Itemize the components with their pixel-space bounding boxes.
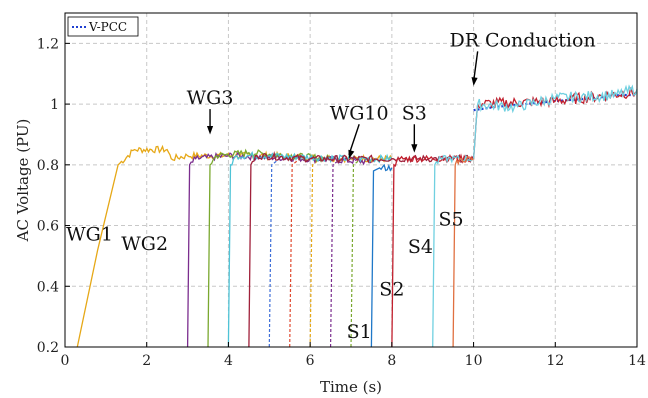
annotation-label: S2	[379, 278, 404, 300]
annotation: S2	[379, 278, 404, 300]
dashed-series-line	[329, 158, 342, 348]
annotation: WG3	[187, 87, 234, 135]
y-tick-label: 0.2	[37, 340, 59, 356]
legend-box	[67, 16, 139, 37]
x-tick-label: 10	[465, 353, 483, 369]
annotation-label: S5	[439, 209, 464, 231]
annotation: WG2	[121, 233, 168, 255]
legend: V-PCC	[67, 16, 139, 37]
y-tick-label: 1	[50, 97, 59, 113]
x-tick-label: 6	[306, 353, 315, 369]
arrow-head-icon	[206, 126, 214, 135]
y-axis-ticks: 0.2 0.4 0.6 0.8 1 1.2	[37, 36, 70, 356]
arrow-head-icon	[348, 149, 355, 159]
x-tick-label: 12	[546, 353, 564, 369]
series-line	[248, 151, 475, 348]
dashed-series-line	[350, 158, 362, 348]
legend-label: V-PCC	[88, 20, 127, 34]
annotation-label: S3	[402, 102, 427, 124]
annotation-label: DR Conduction	[449, 29, 595, 51]
y-axis-label: AC Voltage (PU)	[14, 119, 32, 243]
annotation: S4	[408, 236, 433, 258]
annotation: S1	[347, 321, 372, 343]
x-axis-ticks: 0 2 4 6 8 10 12 14	[61, 342, 646, 369]
annotation: S3	[402, 102, 427, 153]
series-line	[370, 163, 393, 348]
y-tick-label: 1.2	[37, 36, 59, 52]
annotation: S5	[439, 209, 464, 231]
y-tick-label: 0.6	[37, 219, 59, 235]
series-line	[227, 150, 393, 348]
dashed-series-line	[289, 158, 301, 348]
data-series	[76, 84, 638, 348]
series-line	[207, 148, 331, 348]
x-tick-label: 14	[628, 353, 646, 369]
arrow-head-icon	[411, 144, 418, 153]
annotation-arrow-shaft	[472, 51, 479, 82]
annotation-label: S1	[347, 321, 372, 343]
x-tick-label: 2	[142, 353, 151, 369]
y-tick-label: 0.4	[37, 279, 59, 295]
series-line-v-pcc	[473, 93, 637, 112]
annotation-label: WG1	[66, 224, 113, 246]
x-tick-label: 0	[61, 353, 70, 369]
annotation-label: WG10	[330, 102, 389, 124]
annotation: WG1	[66, 224, 113, 246]
annotation: DR Conduction	[449, 29, 596, 86]
annotation-label: WG2	[121, 233, 168, 255]
annotation: WG10	[330, 102, 389, 159]
plot-frame	[64, 12, 638, 348]
series-line	[452, 156, 474, 348]
annotation-label: S4	[408, 236, 433, 258]
annotation-arrow-shaft	[348, 124, 360, 155]
annotation-label: WG3	[187, 87, 234, 109]
x-tick-label: 8	[387, 353, 396, 369]
dashed-series-line	[268, 158, 280, 348]
dashed-series-line	[309, 158, 321, 348]
x-tick-label: 4	[224, 353, 233, 369]
y-tick-label: 0.8	[37, 158, 59, 174]
x-axis-label: Time (s)	[320, 378, 382, 396]
arrow-head-icon	[471, 77, 478, 86]
